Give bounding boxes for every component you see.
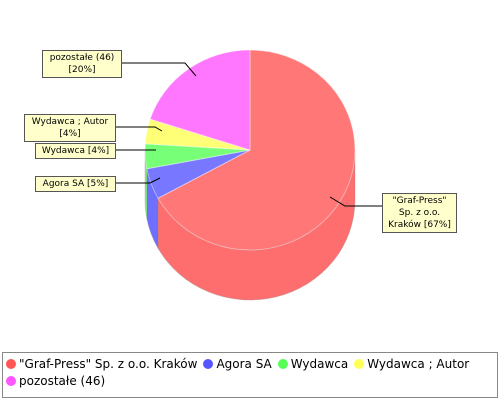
leaders bbox=[116, 62, 382, 207]
pie bbox=[144, 49, 356, 301]
legend-item: Wydawca bbox=[277, 357, 349, 371]
slice-label: Wydawca [4%] bbox=[35, 143, 116, 159]
leader-line bbox=[116, 177, 161, 184]
slice-label: pozostałe (46) [20%] bbox=[42, 50, 122, 78]
leader-line bbox=[121, 62, 197, 77]
slice bbox=[146, 149, 251, 199]
slice-label: "Graf-Press" Sp. z o.o. Kraków [67%] bbox=[382, 193, 457, 233]
legend-label: "Graf-Press" Sp. z o.o. Kraków bbox=[19, 357, 198, 371]
legend-marker bbox=[6, 359, 16, 369]
legend-item: Agora SA bbox=[203, 357, 272, 371]
legend-item: "Graf-Press" Sp. z o.o. Kraków bbox=[6, 357, 197, 371]
legend-item: pozostałe (46) bbox=[6, 374, 105, 388]
legend-marker bbox=[354, 359, 365, 369]
legend: "Graf-Press" Sp. z o.o. Kraków Agora SA Wy… bbox=[2, 352, 498, 398]
legend-item: Wydawca ; Autor bbox=[354, 357, 469, 371]
legend-label: Agora SA bbox=[216, 357, 272, 371]
legend-marker bbox=[277, 359, 288, 369]
leader-line bbox=[116, 126, 163, 132]
slice-label: Agora SA [5%] bbox=[35, 176, 116, 192]
slice bbox=[149, 49, 251, 151]
legend-label: Wydawca ; Autor bbox=[367, 357, 470, 371]
legend-marker bbox=[6, 376, 16, 386]
slice bbox=[144, 118, 251, 151]
legend-marker bbox=[203, 359, 214, 369]
legend-label: Wydawca bbox=[290, 357, 349, 371]
legend-label: pozostałe (46) bbox=[19, 374, 106, 388]
slice-label: Wydawca ; Autor [4%] bbox=[24, 114, 116, 142]
slice bbox=[157, 49, 356, 251]
leader-line bbox=[329, 196, 382, 207]
slice bbox=[144, 143, 251, 170]
